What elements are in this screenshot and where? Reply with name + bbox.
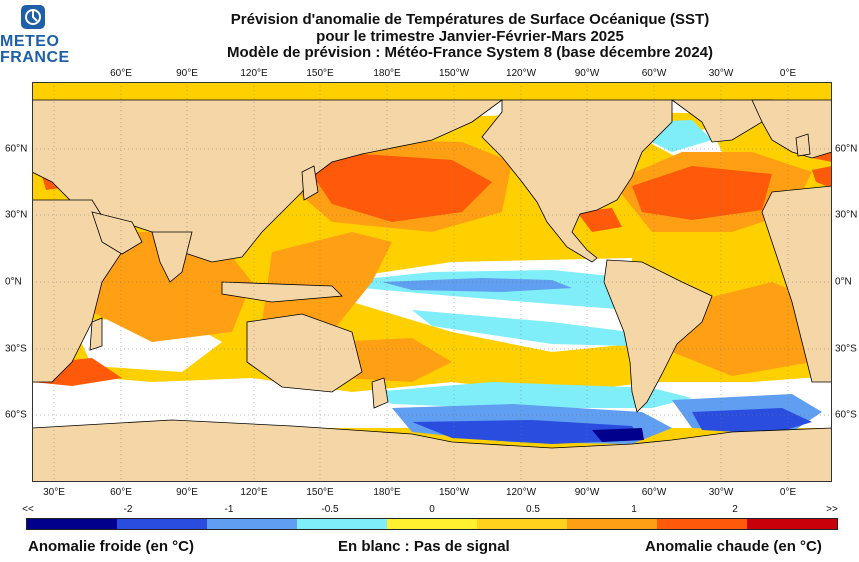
top-lon-label: 120°W [505, 68, 537, 79]
colorbar-label: -0.5 [321, 504, 339, 515]
top-lon-label: 90°W [574, 68, 600, 79]
bottom-lon-label: 150°W [438, 487, 470, 498]
cold-anomaly-equatorial-core [382, 278, 572, 292]
warm-anomaly-west-pacific [262, 232, 392, 332]
right-lat-label: 30°N [835, 209, 858, 221]
left-lat-label: 60°S [5, 409, 27, 421]
right-lat-label: 0°N [835, 276, 852, 288]
colorbar-label: -1 [224, 504, 234, 515]
logo-line-2: FRANCE [0, 49, 70, 66]
cold-anomaly-weddell [692, 408, 812, 434]
land-masses [32, 99, 832, 482]
colorbar-label: 2 [732, 504, 738, 515]
left-lat-label: 30°N [5, 209, 28, 221]
colorbar-segment [657, 519, 747, 529]
colorbar-segment [117, 519, 207, 529]
land-south-america [603, 259, 713, 413]
left-lat-label: 30°S [5, 343, 27, 355]
legend-warm: Anomalie chaude (en °C) [645, 538, 822, 555]
land-arabia [91, 211, 143, 255]
colorbar-label: 1 [631, 504, 637, 515]
bottom-lon-label: 120°W [505, 487, 537, 498]
right-lat-label: 60°S [835, 409, 857, 421]
top-lon-label: 0°E [779, 68, 797, 79]
land-japan [301, 165, 319, 201]
sst-anomaly-map [32, 82, 832, 482]
colorbar-segment [297, 519, 387, 529]
land-new-zealand [371, 377, 389, 409]
colorbar [26, 518, 838, 530]
colorbar-segment [207, 519, 297, 529]
graticule [32, 82, 832, 482]
bottom-lon-label: 90°W [574, 487, 600, 498]
land-north-america [481, 99, 673, 263]
legend-neutral: En blanc : Pas de signal [338, 538, 510, 555]
colorbar-label: << [22, 504, 34, 515]
top-lon-label: 180°E [373, 68, 401, 79]
colorbar-label: >> [826, 504, 838, 515]
land-australia [246, 313, 363, 393]
logo-line-1: METEO [0, 33, 60, 50]
top-lon-label: 150°E [306, 68, 334, 79]
cold-anomaly-amundsen-core [592, 428, 644, 442]
legend-cold: Anomalie froide (en °C) [28, 538, 195, 555]
top-lon-label: 90°E [176, 68, 198, 79]
title-line-3: Modèle de prévision : Météo-France Syste… [226, 44, 713, 61]
colorbar-label: -2 [123, 504, 133, 515]
meteo-france-logo-icon [21, 5, 45, 29]
top-lon-label: 60°E [110, 68, 132, 79]
right-lat-label: 60°N [835, 143, 858, 155]
title-line-2: pour le trimestre Janvier-Février-Mars 2… [316, 27, 624, 45]
colorbar-segment [567, 519, 657, 529]
land-india [151, 231, 193, 283]
colorbar-segment [387, 519, 477, 529]
bottom-lon-label: 150°E [306, 487, 334, 498]
colorbar-segment [27, 519, 117, 529]
warm-anomaly-mediterranean [812, 166, 832, 188]
bottom-lon-label: 90°E [176, 487, 198, 498]
bottom-lon-label: 0°E [779, 487, 797, 498]
bottom-lon-label: 30°W [708, 487, 734, 498]
right-lat-label: 30°S [835, 343, 857, 355]
left-lat-label: 60°N [5, 143, 28, 155]
map-frame [32, 82, 832, 482]
cold-anomaly-south-pacific [372, 382, 692, 408]
land-uk [795, 133, 811, 157]
land-africa-west [761, 185, 832, 383]
bottom-lon-label: 30°E [43, 487, 65, 498]
top-lon-label: 30°W [708, 68, 734, 79]
left-lat-label: 0°N [5, 276, 22, 288]
colorbar-label: 0 [429, 504, 435, 515]
meteo-france-logo: METEO FRANCE [0, 0, 70, 70]
bottom-lon-label: 180°E [373, 487, 401, 498]
bottom-lon-label: 60°E [110, 487, 132, 498]
warm-anomaly-north-pacific-core [307, 154, 492, 222]
logo-text: METEO FRANCE [0, 34, 70, 66]
bottom-lon-label: 60°W [641, 487, 667, 498]
colorbar-segment [477, 519, 567, 529]
title-line-1: Prévision d'anomalie de Températures de … [230, 11, 710, 28]
cold-anomaly-pacific-tongue [412, 310, 630, 346]
land-indonesia [221, 281, 343, 303]
map-title: Prévision d'anomalie de Températures de … [120, 11, 820, 62]
cold-anomaly-ross-sea [412, 420, 642, 444]
colorbar-label: 0.5 [526, 504, 540, 515]
top-lon-label: 120°E [240, 68, 268, 79]
land-madagascar [89, 317, 103, 351]
warm-anomaly-north-atlantic-core [632, 166, 772, 220]
land-antarctica [32, 419, 832, 482]
top-lon-label: 150°W [438, 68, 470, 79]
top-lon-label: 60°W [641, 68, 667, 79]
warm-anomaly-south-atlantic [672, 282, 822, 376]
colorbar-segment [747, 519, 837, 529]
warm-anomaly-gulf-of-mexico [577, 208, 622, 232]
bottom-lon-label: 120°E [240, 487, 268, 498]
